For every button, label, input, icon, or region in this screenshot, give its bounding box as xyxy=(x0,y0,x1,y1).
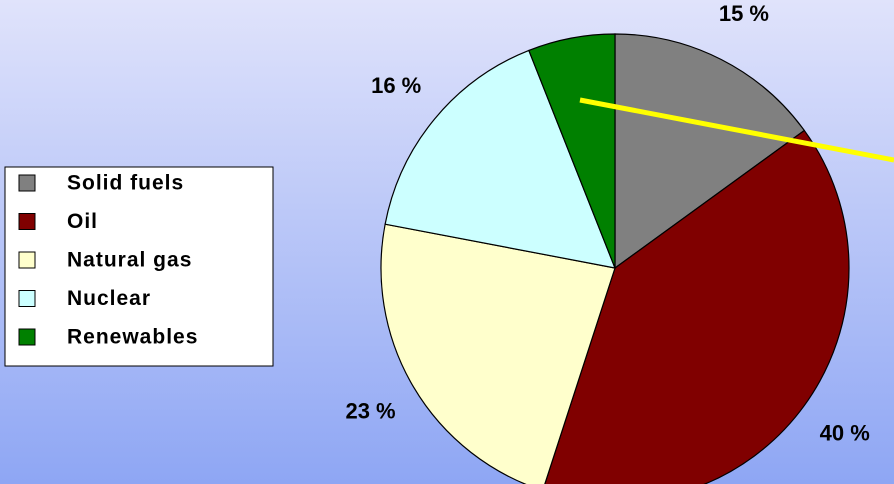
legend-swatch xyxy=(18,251,36,269)
legend-label: Natural gas xyxy=(67,249,192,272)
legend-label: Solid fuels xyxy=(67,172,184,195)
legend-label: Nuclear xyxy=(67,287,151,310)
slice xyxy=(614,33,806,270)
slice xyxy=(384,49,616,269)
legend-items: Solid fuels Oil Natural gas Nuclear Renewabl… xyxy=(18,172,198,349)
data-label: 23 % xyxy=(345,398,395,423)
legend-swatch xyxy=(18,328,36,346)
legend-swatch xyxy=(18,213,36,230)
pie: 15 %40 %23 %16 %6 % xyxy=(345,1,870,484)
legend-swatch xyxy=(18,290,36,307)
data-label: 16 % xyxy=(371,73,421,98)
legend-label: Oil xyxy=(67,210,98,233)
slice xyxy=(544,129,850,484)
legend-label: Renewables xyxy=(67,326,198,349)
data-label: 40 % xyxy=(820,421,870,446)
slice xyxy=(528,33,616,269)
legend-swatch xyxy=(18,174,36,192)
legend xyxy=(4,166,274,367)
data-label: 15 % xyxy=(719,1,769,26)
slice xyxy=(380,223,616,484)
pointer-line xyxy=(579,97,894,163)
